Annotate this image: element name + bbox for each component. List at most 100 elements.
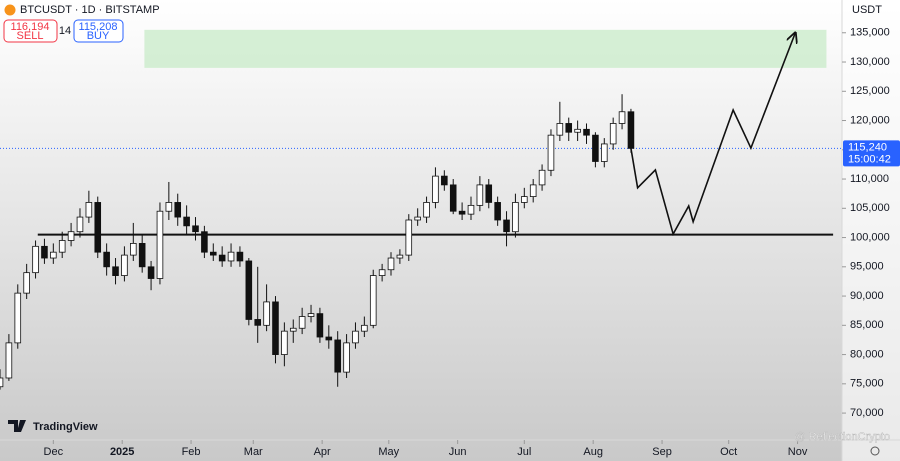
y-tick-label: 80,000 [850,348,884,360]
candle-body [76,216,84,233]
candle-body [583,128,590,136]
candle-body [352,330,359,344]
candle-body [307,313,315,317]
candle-body [174,202,182,218]
sell-price: 116,194 [11,21,50,33]
candle-body [512,202,519,233]
candle-body [609,123,617,145]
y-tick-label: 110,000 [850,173,889,185]
candle-body [574,128,581,133]
brand-logo [8,420,26,432]
candle-body [494,202,501,221]
candle-body [138,243,146,268]
candle-body [618,111,626,124]
target-zone [144,29,827,68]
buy-label: BUY [87,30,110,42]
candle-body [503,219,510,233]
candle-body [5,342,13,379]
candle-body [254,319,261,326]
x-tick-label: Jun [449,446,467,458]
candle-body [272,301,279,355]
y-tick-label: 130,000 [850,56,890,68]
candle-body [343,342,350,373]
chart-title: BTCUSDT · 1D · BITSTAMP [20,4,160,16]
x-tick-label: Oct [720,446,737,458]
y-tick-label: 100,000 [850,231,890,243]
candle-body [165,202,173,212]
x-tick-label: Nov [788,446,808,458]
candle-body [227,251,235,262]
x-tick-label: Mar [244,446,263,458]
candle-body [476,184,484,206]
watermark: @ ReflectionCrypto [794,431,890,443]
candle-body [547,134,555,171]
buy-price: 115,208 [79,21,118,33]
candle-body [485,184,493,203]
y-tick-label: 95,000 [850,261,884,273]
candle-body [14,292,22,344]
y-tick-label: 105,000 [850,202,890,214]
candle-body [521,196,528,203]
sell-button[interactable] [3,19,58,43]
candle-body [130,243,137,256]
candle-body [58,240,66,253]
y-tick-label: 85,000 [850,319,884,331]
candle-body [245,260,253,320]
settings-icon[interactable] [870,446,880,456]
candle-body [565,123,573,133]
candle-body [41,245,48,259]
candle-body [334,339,341,373]
candle-body [112,266,119,276]
candle-body [183,216,190,227]
x-tick-label: 2025 [110,446,134,458]
candle-body [432,175,439,203]
candle-body [325,336,333,341]
spread: 14 [59,25,71,37]
candle-body [529,184,537,197]
x-tick-label: Apr [314,446,331,458]
countdown: 15:00:42 [848,153,891,165]
candle-body [378,269,386,276]
candle-body [0,377,4,388]
candle-body [209,251,217,256]
plot-area [0,29,842,390]
candle-body [147,266,155,279]
brand: TradingView [33,421,98,433]
candle-body [281,330,288,355]
sell-label: SELL [17,30,44,42]
candle-body [23,272,30,294]
candle-body [556,123,564,136]
y-tick-label: 135,000 [850,27,890,39]
x-tick-label: Aug [583,446,603,458]
currency-label: USDT [852,4,882,16]
candle-body [289,327,297,332]
buy-button[interactable] [73,19,124,43]
candle-body [192,225,199,233]
candle-body [405,219,413,256]
candle-body [94,202,102,253]
coin-icon [4,4,16,16]
candle-body [414,216,421,221]
candle-body [85,202,93,218]
candle-body [218,254,226,262]
y-tick-label: 75,000 [850,378,884,390]
candle-body [361,324,368,332]
candle-body [467,204,475,215]
last-price-box [843,140,900,167]
candle-body [449,184,457,212]
x-tick-label: May [378,446,399,458]
last-price-label: 115,240 [848,141,887,153]
candle-body [600,143,608,162]
x-tick-label: Sep [652,446,672,458]
candle-body [396,254,404,259]
candle-body [627,111,635,149]
price-axis-panel [842,0,900,461]
y-tick-label: 90,000 [850,290,884,302]
candle-body [441,175,448,186]
candle-body [538,169,546,186]
candle-body [201,231,208,253]
candle-body [103,251,110,268]
y-tick-label: 120,000 [850,114,890,126]
